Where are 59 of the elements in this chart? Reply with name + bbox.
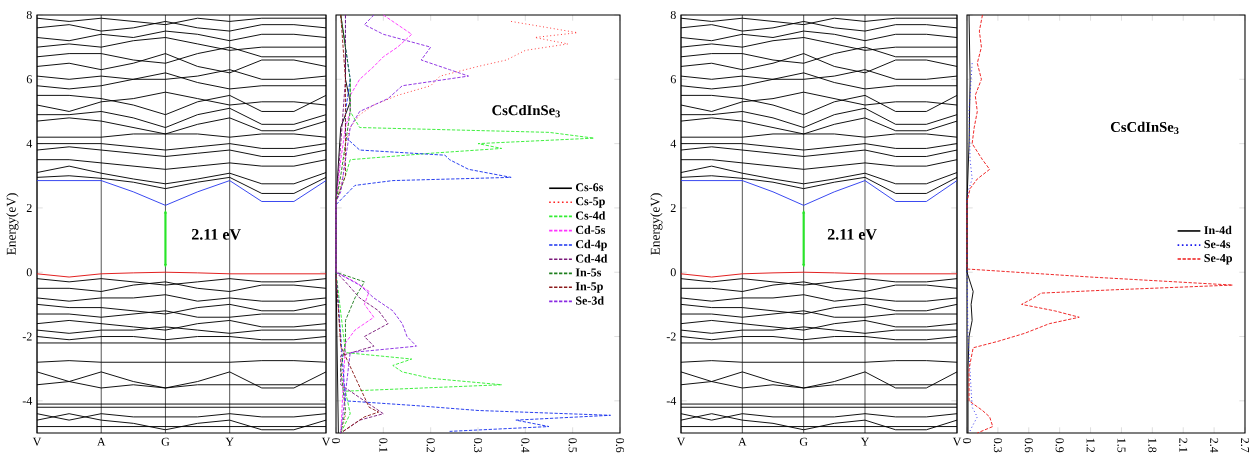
y-tick-label: 4 — [670, 139, 677, 148]
legend-label: Cs-4d — [575, 211, 606, 220]
x-tick-label: 0.6 — [1024, 438, 1033, 453]
legend-label: Cd-5s — [575, 225, 606, 234]
x-tick-label: G — [161, 437, 170, 446]
y-tick-label: 8 — [26, 10, 32, 20]
y-tick-label: -2 — [22, 332, 32, 341]
x-tick-label: V — [676, 437, 686, 446]
x-tick-label: A — [97, 437, 106, 446]
y-tick-label: -2 — [666, 332, 676, 341]
x-tick-label: 0.3 — [993, 438, 1002, 453]
x-tick-label: G — [799, 437, 808, 446]
x-tick-label: 0 — [331, 438, 341, 444]
annotation: CsCdInSe$_{3}$ — [1110, 121, 1179, 135]
legend-label: Se-4p — [1204, 254, 1233, 265]
y-tick-label: 0 — [26, 268, 32, 277]
x-tick-label: 0.9 — [1055, 438, 1064, 453]
x-tick-label: 0.6 — [615, 438, 625, 453]
annotation: 2.11 eV — [191, 229, 241, 240]
x-tick-label: 2.1 — [1179, 438, 1188, 452]
x-tick-label: 1.2 — [1086, 438, 1095, 453]
x-tick-label: 0.3 — [473, 438, 483, 453]
legend-label: Cd-4d — [575, 254, 608, 263]
x-tick-label: Y — [860, 437, 870, 446]
y-tick-label: 2 — [670, 203, 676, 212]
legend-label: Cd-4p — [575, 239, 607, 251]
legend-label: Se-4s — [1204, 240, 1231, 249]
x-tick-label: 0.1 — [379, 438, 388, 452]
y-tick-label: 6 — [670, 75, 676, 84]
legend-label: Cs-5p — [575, 197, 605, 208]
x-tick-label: 0.2 — [426, 438, 435, 453]
y-tick-label: 8 — [670, 10, 676, 20]
x-tick-label: V — [32, 437, 42, 446]
annotation: CsCdInSe$_{3}$ — [492, 104, 560, 118]
x-tick-label: Y — [225, 437, 234, 446]
x-tick-label: 1.8 — [1148, 438, 1157, 453]
y-tick-label: -4 — [666, 396, 677, 405]
legend-label: In-5p — [575, 282, 603, 293]
x-tick-label: 2.7 — [1240, 438, 1250, 453]
x-tick-label: 2.4 — [1210, 438, 1219, 453]
legend-label: Cs-6s — [575, 183, 604, 192]
x-tick-label: A — [738, 437, 747, 446]
x-tick-label: 0.5 — [568, 438, 577, 453]
y-tick-label: -4 — [22, 396, 33, 405]
legend-label: In-5s — [575, 268, 602, 277]
y-axis-title: Energy(eV) — [650, 193, 663, 255]
x-tick-label: 1.5 — [1117, 438, 1126, 453]
x-tick-label: V — [321, 437, 331, 446]
y-tick-label: 4 — [26, 139, 33, 148]
x-tick-label: 0.4 — [521, 438, 530, 453]
y-tick-label: 6 — [26, 75, 32, 84]
y-tick-label: 2 — [26, 203, 32, 212]
legend-label: Se-3d — [576, 296, 604, 305]
annotation: 2.11 eV — [827, 229, 877, 240]
x-tick-label: V — [952, 437, 962, 446]
legend-label: In-4d — [1204, 225, 1232, 235]
x-tick-label: 0 — [962, 438, 972, 444]
y-axis-title: Energy(eV) — [6, 193, 19, 255]
y-tick-label: 0 — [670, 268, 676, 277]
